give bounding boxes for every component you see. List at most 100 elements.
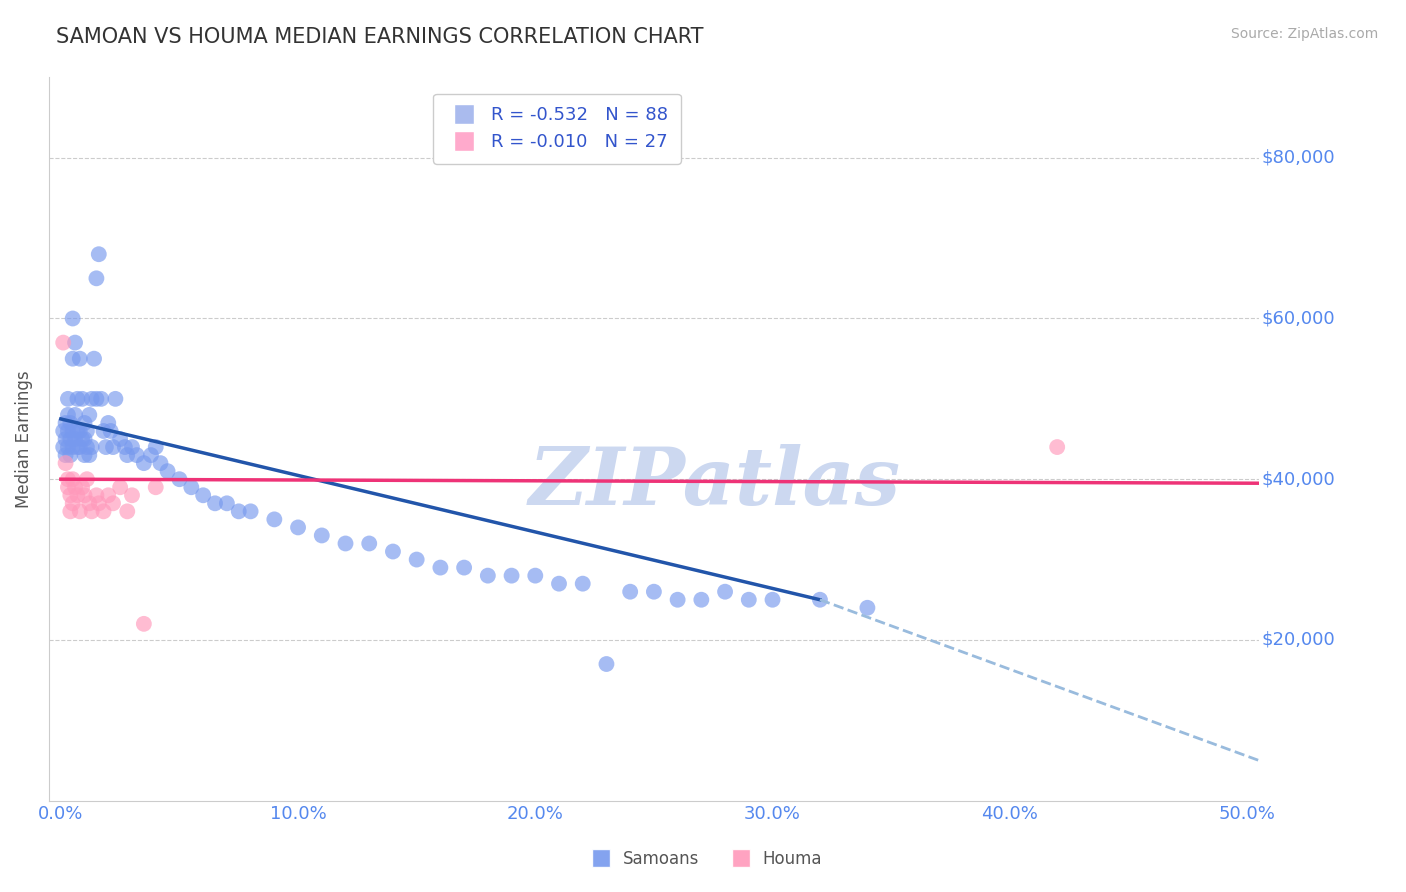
Y-axis label: Median Earnings: Median Earnings [15, 370, 32, 508]
Point [477, 568, 499, 582]
Point [52, 440, 75, 454]
Point [108, 432, 131, 446]
Point [86, 271, 108, 285]
Point [100, 424, 122, 438]
Point [55, 432, 77, 446]
Point [145, 480, 167, 494]
Point [79, 448, 101, 462]
Point [239, 504, 262, 518]
Point [62, 424, 84, 438]
Point [69, 351, 91, 366]
Point [87, 496, 110, 510]
Point [101, 440, 124, 454]
Point [56, 472, 79, 486]
Point [66, 424, 89, 438]
Point [595, 657, 617, 671]
Point [117, 448, 139, 462]
Point [70, 432, 93, 446]
Point [79, 496, 101, 510]
Point [761, 592, 783, 607]
Point [738, 592, 761, 607]
Point [169, 472, 191, 486]
Point [114, 440, 136, 454]
Point [405, 552, 427, 566]
Point [76, 472, 98, 486]
Point [215, 496, 238, 510]
Point [97, 488, 120, 502]
Point [56, 424, 79, 438]
Point [149, 456, 172, 470]
Point [571, 576, 593, 591]
Point [69, 504, 91, 518]
Point [52, 335, 75, 350]
Point [101, 496, 124, 510]
Point [62, 440, 84, 454]
Point [117, 504, 139, 518]
Point [524, 568, 547, 582]
Point [63, 335, 86, 350]
Point [83, 351, 105, 366]
Point [69, 424, 91, 438]
Point [73, 488, 96, 502]
Point [62, 496, 84, 510]
Point [59, 432, 82, 446]
Point [76, 440, 98, 454]
Point [666, 592, 689, 607]
Point [63, 408, 86, 422]
Point [97, 416, 120, 430]
Point [139, 448, 162, 462]
Point [108, 480, 131, 494]
Point [104, 392, 127, 406]
Point [73, 448, 96, 462]
Point [66, 488, 89, 502]
Point [193, 488, 215, 502]
Point [714, 584, 737, 599]
Point [121, 440, 143, 454]
Point [63, 432, 86, 446]
Point [66, 440, 89, 454]
Point [125, 448, 148, 462]
Point [56, 440, 79, 454]
Text: $60,000: $60,000 [1261, 310, 1334, 327]
Point [156, 464, 179, 478]
Text: $40,000: $40,000 [1261, 470, 1336, 488]
Point [86, 488, 108, 502]
Point [52, 424, 75, 438]
Point [62, 472, 84, 486]
Point [204, 496, 226, 510]
Point [59, 416, 82, 430]
Point [79, 408, 101, 422]
Legend: Samoans, Houma: Samoans, Houma [578, 844, 828, 875]
Text: $20,000: $20,000 [1261, 631, 1336, 648]
Point [311, 528, 333, 542]
Point [94, 440, 117, 454]
Point [501, 568, 523, 582]
Point [381, 544, 404, 558]
Point [70, 392, 93, 406]
Point [335, 536, 357, 550]
Point [55, 448, 77, 462]
Point [1046, 440, 1069, 454]
Point [62, 351, 84, 366]
Point [132, 616, 155, 631]
Point [121, 488, 143, 502]
Point [643, 584, 665, 599]
Point [87, 247, 110, 261]
Point [548, 576, 571, 591]
Text: SAMOAN VS HOUMA MEDIAN EARNINGS CORRELATION CHART: SAMOAN VS HOUMA MEDIAN EARNINGS CORRELAT… [56, 27, 704, 46]
Point [263, 512, 285, 526]
Point [690, 592, 713, 607]
Point [70, 480, 93, 494]
Point [59, 488, 82, 502]
Point [856, 600, 879, 615]
Point [90, 392, 112, 406]
Point [808, 592, 831, 607]
Point [287, 520, 309, 534]
Point [73, 416, 96, 430]
Point [73, 432, 96, 446]
Point [56, 392, 79, 406]
Point [80, 504, 103, 518]
Point [69, 440, 91, 454]
Point [59, 504, 82, 518]
Point [93, 424, 115, 438]
